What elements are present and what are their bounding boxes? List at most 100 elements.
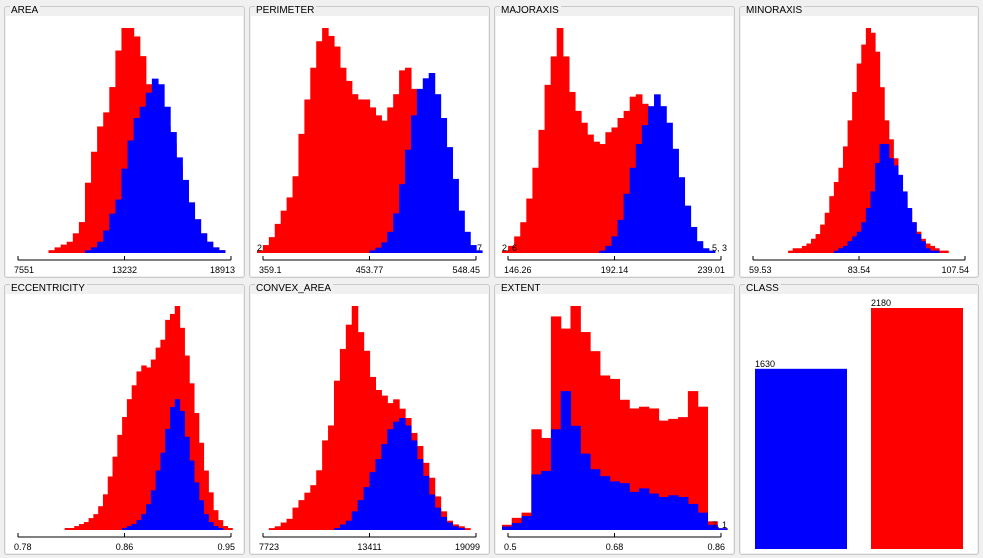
histogram-bar bbox=[617, 118, 625, 253]
histogram-bar bbox=[943, 250, 949, 253]
histogram-bar bbox=[146, 367, 152, 530]
histogram-bar bbox=[328, 35, 335, 253]
histogram-bar bbox=[328, 425, 335, 530]
histogram-convex-area[interactable]: 7723 13411 19099 bbox=[251, 294, 488, 553]
class-bar-chart[interactable]: 1630 2180 bbox=[741, 294, 977, 553]
histogram-bar bbox=[182, 179, 189, 254]
histogram-bar bbox=[619, 399, 630, 530]
histogram-bar bbox=[838, 167, 844, 253]
histogram-bar bbox=[446, 147, 453, 253]
histogram-bar bbox=[916, 234, 922, 253]
x-tick-label: 192.14 bbox=[601, 265, 629, 275]
histogram-bar bbox=[666, 122, 673, 254]
x-tick-label: 59.53 bbox=[749, 265, 772, 275]
histogram-bar bbox=[333, 528, 341, 530]
histogram-bar bbox=[155, 470, 162, 530]
histogram-bar bbox=[907, 208, 913, 253]
histogram-bar bbox=[843, 245, 849, 253]
histogram-bar bbox=[274, 223, 282, 253]
panel-title-majoraxis: MAJORAXIS bbox=[500, 5, 561, 16]
x-tick-label: 18913 bbox=[210, 265, 235, 275]
histogram-bar bbox=[381, 444, 388, 530]
histogram-bar bbox=[440, 516, 448, 530]
histogram-bar bbox=[856, 231, 862, 253]
histogram-bar bbox=[64, 528, 71, 530]
histogram-bar bbox=[298, 133, 305, 253]
histogram-bar bbox=[381, 120, 388, 254]
histogram-bar bbox=[629, 408, 640, 530]
end-count-label-right: 7, 1 bbox=[712, 520, 727, 530]
histogram-extent[interactable]: 0.5 0.68 0.86 7, 1 bbox=[496, 294, 733, 553]
x-tick-label: 7551 bbox=[14, 265, 34, 275]
histogram-bar bbox=[280, 210, 288, 253]
histogram-bar bbox=[375, 459, 382, 530]
class-bar-chart-svg: 1630 2180 bbox=[755, 298, 963, 549]
histogram-bar bbox=[316, 470, 323, 530]
histogram-bar bbox=[150, 359, 157, 530]
histogram-bar bbox=[304, 492, 311, 530]
histogram-bar bbox=[262, 245, 270, 253]
histogram-bar bbox=[133, 118, 141, 253]
histogram-bar bbox=[222, 526, 229, 530]
histogram-bar bbox=[339, 348, 347, 530]
histogram-bar bbox=[139, 106, 147, 253]
histogram-bar bbox=[393, 421, 400, 530]
x-tick-label: 83.54 bbox=[848, 265, 871, 275]
histogram-minoraxis[interactable]: 59.53 83.54 107.54 bbox=[741, 16, 977, 276]
x-tick-label: 359.1 bbox=[259, 265, 282, 275]
histogram-area[interactable]: 7551 13232 18913 bbox=[6, 16, 243, 276]
histogram-majoraxis[interactable]: 146.26 192.14 239.01 2, 6 5, 3 bbox=[496, 16, 733, 276]
x-tick-label: 0.95 bbox=[217, 542, 235, 552]
histogram-bar bbox=[508, 245, 515, 253]
histogram-bar bbox=[856, 63, 862, 253]
histogram-bar bbox=[541, 470, 552, 530]
histogram-convex-area-svg: 7723 13411 19099 bbox=[259, 306, 480, 552]
histogram-bar bbox=[422, 78, 430, 253]
histogram-bar bbox=[333, 46, 341, 253]
histogram-bar bbox=[351, 511, 359, 530]
x-tick-label: 453.77 bbox=[356, 265, 384, 275]
histogram-eccentricity-svg: 0.78 0.86 0.95 bbox=[14, 306, 235, 552]
end-count-label-right: 5, 3 bbox=[712, 243, 727, 253]
histogram-bar bbox=[929, 245, 936, 253]
histogram-bar bbox=[169, 407, 176, 530]
histogram-bar bbox=[811, 238, 817, 253]
histogram-eccentricity[interactable]: 0.78 0.86 0.95 bbox=[6, 294, 243, 553]
histogram-bar bbox=[322, 440, 329, 530]
histogram-bar bbox=[511, 523, 523, 530]
x-tick-label: 548.45 bbox=[452, 265, 480, 275]
end-count-label-left: 2, 6 bbox=[502, 243, 517, 253]
histogram-bar bbox=[635, 144, 643, 253]
histogram-bar bbox=[345, 80, 353, 253]
histogram-bar bbox=[357, 500, 365, 530]
histogram-bar bbox=[806, 243, 812, 253]
histogram-bar bbox=[126, 526, 133, 530]
histogram-bar bbox=[458, 210, 465, 253]
histogram-bar bbox=[531, 474, 542, 530]
histogram-bar bbox=[98, 506, 104, 530]
x-tick-label: 0.86 bbox=[116, 542, 134, 552]
histogram-perimeter[interactable]: 359.1 453.77 548.45 2 7 bbox=[251, 16, 488, 276]
histogram-bar bbox=[609, 481, 620, 530]
histogram-bar bbox=[870, 191, 876, 253]
histogram-bar bbox=[109, 213, 116, 254]
histogram-bar bbox=[160, 452, 166, 530]
histogram-bar bbox=[227, 528, 233, 530]
histogram-bar bbox=[428, 494, 436, 530]
x-tick-label: 239.01 bbox=[697, 265, 725, 275]
histogram-bar bbox=[668, 418, 679, 530]
histogram-bar bbox=[117, 434, 123, 530]
histogram-bar bbox=[641, 125, 649, 253]
histogram-bar bbox=[520, 222, 527, 253]
histogram-bar bbox=[599, 250, 606, 253]
histogram-bar bbox=[103, 230, 110, 253]
histogram-bar bbox=[97, 241, 104, 253]
end-count-label-left: 2 bbox=[257, 243, 262, 253]
histogram-bar bbox=[74, 526, 80, 530]
histogram-bar bbox=[136, 371, 142, 530]
class-bar-label: 1630 bbox=[755, 359, 775, 369]
histogram-bar bbox=[678, 497, 689, 530]
histogram-bar bbox=[339, 524, 347, 530]
histogram-bar bbox=[544, 84, 552, 253]
histogram-bar bbox=[310, 67, 317, 254]
